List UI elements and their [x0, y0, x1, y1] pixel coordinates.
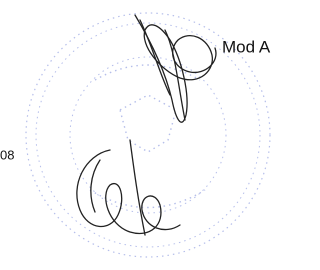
- number-text: 08: [0, 147, 14, 162]
- signature-top: [135, 15, 216, 122]
- signature-bottom: [77, 140, 180, 235]
- scan: Mod A 08: [0, 0, 291, 270]
- label-text: Mod A: [222, 37, 271, 56]
- signature-stroke: [77, 150, 180, 233]
- stamp-emblem: [120, 95, 176, 152]
- page: Mod A 08 (() => { const data = JSON.pars…: [0, 0, 291, 270]
- stamp-lettering: [90, 65, 205, 208]
- stamp-inner-ring: [70, 57, 226, 213]
